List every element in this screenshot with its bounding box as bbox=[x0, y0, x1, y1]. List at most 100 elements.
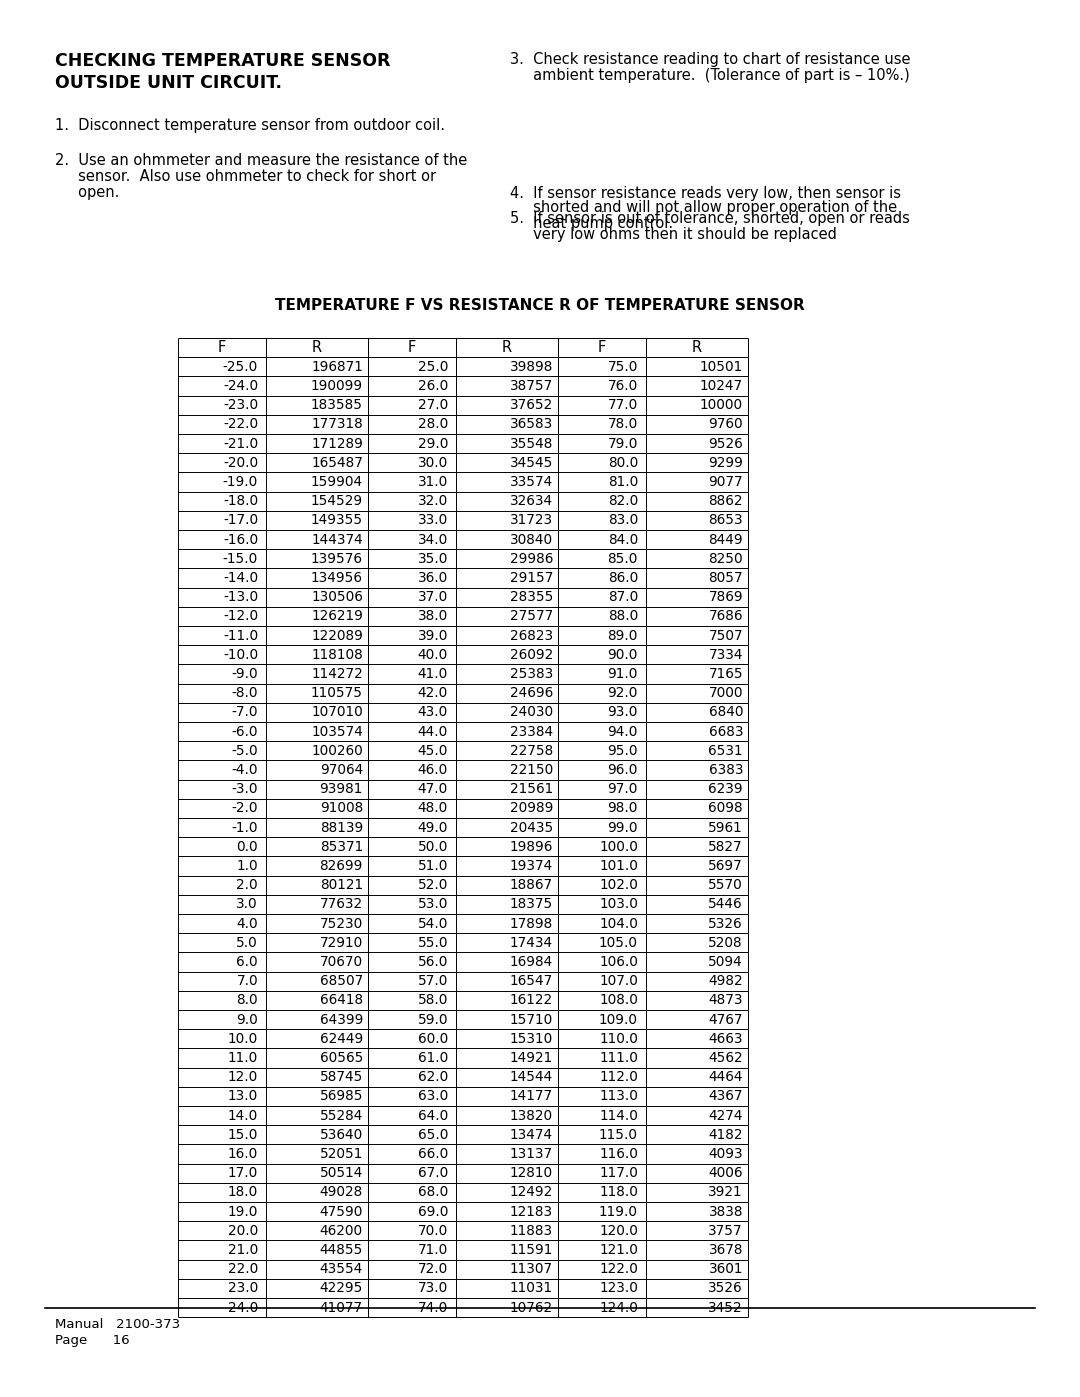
Text: 115.0: 115.0 bbox=[599, 1127, 638, 1141]
Text: 46200: 46200 bbox=[320, 1224, 363, 1238]
Text: 4.  If sensor resistance reads very low, then sensor is: 4. If sensor resistance reads very low, … bbox=[510, 186, 901, 201]
Text: 81.0: 81.0 bbox=[608, 475, 638, 489]
Text: -18.0: -18.0 bbox=[222, 495, 258, 509]
Text: 54.0: 54.0 bbox=[418, 916, 448, 930]
Text: 20435: 20435 bbox=[510, 820, 553, 834]
Text: -14.0: -14.0 bbox=[222, 571, 258, 585]
Text: 7869: 7869 bbox=[708, 590, 743, 604]
Text: -25.0: -25.0 bbox=[222, 360, 258, 374]
Text: 48.0: 48.0 bbox=[418, 802, 448, 816]
Text: 4006: 4006 bbox=[708, 1166, 743, 1180]
Text: 102.0: 102.0 bbox=[599, 879, 638, 893]
Text: 110.0: 110.0 bbox=[599, 1032, 638, 1046]
Text: 56985: 56985 bbox=[320, 1090, 363, 1104]
Text: 30.0: 30.0 bbox=[418, 455, 448, 469]
Text: 33.0: 33.0 bbox=[418, 514, 448, 528]
Text: 15310: 15310 bbox=[510, 1032, 553, 1046]
Text: TEMPERATURE F VS RESISTANCE R OF TEMPERATURE SENSOR: TEMPERATURE F VS RESISTANCE R OF TEMPERA… bbox=[275, 298, 805, 313]
Text: 4663: 4663 bbox=[708, 1032, 743, 1046]
Text: -3.0: -3.0 bbox=[231, 782, 258, 796]
Text: 110575: 110575 bbox=[311, 686, 363, 700]
Text: 20989: 20989 bbox=[510, 802, 553, 816]
Text: 30840: 30840 bbox=[510, 532, 553, 546]
Text: CHECKING TEMPERATURE SENSOR: CHECKING TEMPERATURE SENSOR bbox=[55, 52, 391, 70]
Text: 4464: 4464 bbox=[708, 1070, 743, 1084]
Text: -10.0: -10.0 bbox=[222, 648, 258, 662]
Text: 6239: 6239 bbox=[708, 782, 743, 796]
Text: 101.0: 101.0 bbox=[599, 859, 638, 873]
Text: open.: open. bbox=[55, 186, 120, 200]
Text: 69.0: 69.0 bbox=[418, 1204, 448, 1218]
Text: 32.0: 32.0 bbox=[418, 495, 448, 509]
Text: -11.0: -11.0 bbox=[222, 629, 258, 643]
Text: 47.0: 47.0 bbox=[418, 782, 448, 796]
Text: 103.0: 103.0 bbox=[599, 897, 638, 911]
Text: 171289: 171289 bbox=[311, 437, 363, 451]
Text: F: F bbox=[408, 339, 416, 355]
Text: 12183: 12183 bbox=[510, 1204, 553, 1218]
Text: 6683: 6683 bbox=[708, 725, 743, 739]
Text: 9299: 9299 bbox=[708, 455, 743, 469]
Text: 109.0: 109.0 bbox=[599, 1013, 638, 1027]
Text: 3601: 3601 bbox=[708, 1263, 743, 1277]
Text: 7000: 7000 bbox=[708, 686, 743, 700]
Text: 23384: 23384 bbox=[510, 725, 553, 739]
Text: 21.0: 21.0 bbox=[228, 1243, 258, 1257]
Text: 121.0: 121.0 bbox=[599, 1243, 638, 1257]
Text: 43.0: 43.0 bbox=[418, 705, 448, 719]
Text: 4367: 4367 bbox=[708, 1090, 743, 1104]
Text: Manual   2100-373: Manual 2100-373 bbox=[55, 1317, 180, 1331]
Text: 5570: 5570 bbox=[708, 879, 743, 893]
Text: 8.0: 8.0 bbox=[237, 993, 258, 1007]
Text: 70670: 70670 bbox=[320, 956, 363, 970]
Text: 57.0: 57.0 bbox=[418, 974, 448, 988]
Text: 107010: 107010 bbox=[311, 705, 363, 719]
Text: 116.0: 116.0 bbox=[599, 1147, 638, 1161]
Text: 0.0: 0.0 bbox=[237, 840, 258, 854]
Text: 3.0: 3.0 bbox=[237, 897, 258, 911]
Text: 11031: 11031 bbox=[510, 1281, 553, 1295]
Text: 9077: 9077 bbox=[708, 475, 743, 489]
Text: 106.0: 106.0 bbox=[599, 956, 638, 970]
Text: 60.0: 60.0 bbox=[418, 1032, 448, 1046]
Text: 35.0: 35.0 bbox=[418, 552, 448, 566]
Text: 17898: 17898 bbox=[510, 916, 553, 930]
Text: 60565: 60565 bbox=[320, 1051, 363, 1065]
Text: 22758: 22758 bbox=[510, 743, 553, 757]
Text: 88.0: 88.0 bbox=[608, 609, 638, 623]
Text: 6840: 6840 bbox=[708, 705, 743, 719]
Text: -4.0: -4.0 bbox=[231, 763, 258, 777]
Text: 15710: 15710 bbox=[510, 1013, 553, 1027]
Text: 29157: 29157 bbox=[510, 571, 553, 585]
Text: 50.0: 50.0 bbox=[418, 840, 448, 854]
Text: 51.0: 51.0 bbox=[418, 859, 448, 873]
Text: 11307: 11307 bbox=[510, 1263, 553, 1277]
Text: 52051: 52051 bbox=[320, 1147, 363, 1161]
Text: 23.0: 23.0 bbox=[228, 1281, 258, 1295]
Text: 100260: 100260 bbox=[311, 743, 363, 757]
Text: 139576: 139576 bbox=[311, 552, 363, 566]
Text: 35548: 35548 bbox=[510, 437, 553, 451]
Text: 49.0: 49.0 bbox=[418, 820, 448, 834]
Text: 47590: 47590 bbox=[320, 1204, 363, 1218]
Text: 55284: 55284 bbox=[320, 1109, 363, 1123]
Text: -12.0: -12.0 bbox=[222, 609, 258, 623]
Text: -5.0: -5.0 bbox=[231, 743, 258, 757]
Text: 42.0: 42.0 bbox=[418, 686, 448, 700]
Text: 6098: 6098 bbox=[708, 802, 743, 816]
Text: 122089: 122089 bbox=[311, 629, 363, 643]
Text: 11591: 11591 bbox=[510, 1243, 553, 1257]
Text: 10.0: 10.0 bbox=[228, 1032, 258, 1046]
Text: 14177: 14177 bbox=[510, 1090, 553, 1104]
Text: 5326: 5326 bbox=[708, 916, 743, 930]
Text: 177318: 177318 bbox=[311, 418, 363, 432]
Text: 9526: 9526 bbox=[708, 437, 743, 451]
Text: 154529: 154529 bbox=[311, 495, 363, 509]
Text: 25383: 25383 bbox=[510, 666, 553, 680]
Text: 22150: 22150 bbox=[510, 763, 553, 777]
Text: -8.0: -8.0 bbox=[231, 686, 258, 700]
Text: 9760: 9760 bbox=[708, 418, 743, 432]
Text: 159904: 159904 bbox=[311, 475, 363, 489]
Text: 53640: 53640 bbox=[320, 1127, 363, 1141]
Text: 76.0: 76.0 bbox=[608, 379, 638, 393]
